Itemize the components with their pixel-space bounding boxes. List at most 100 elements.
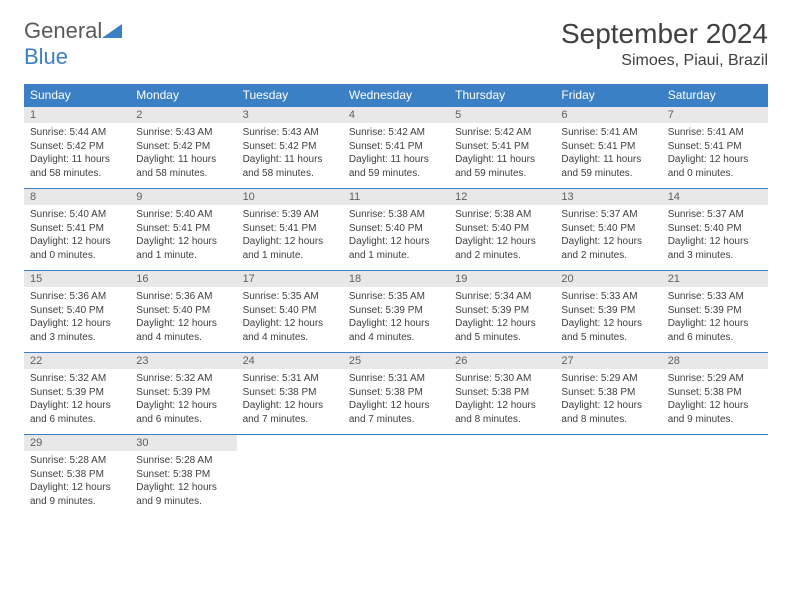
day-body: Sunrise: 5:44 AMSunset: 5:42 PMDaylight:… bbox=[24, 123, 130, 188]
location: Simoes, Piaui, Brazil bbox=[561, 52, 768, 70]
day-cell: 9Sunrise: 5:40 AMSunset: 5:41 PMDaylight… bbox=[130, 189, 236, 271]
day-cell: 18Sunrise: 5:35 AMSunset: 5:39 PMDayligh… bbox=[343, 271, 449, 353]
logo-triangle-icon bbox=[102, 18, 122, 44]
day-number: 2 bbox=[130, 107, 236, 123]
sunrise-text: Sunrise: 5:41 AM bbox=[561, 126, 655, 140]
day-header-sunday: Sunday bbox=[24, 84, 130, 107]
sunset-text: Sunset: 5:40 PM bbox=[349, 222, 443, 236]
day-number: 18 bbox=[343, 271, 449, 287]
daylight-text: Daylight: 12 hours and 8 minutes. bbox=[561, 399, 655, 426]
empty-cell bbox=[237, 435, 343, 517]
sunset-text: Sunset: 5:39 PM bbox=[30, 386, 124, 400]
day-cell: 25Sunrise: 5:31 AMSunset: 5:38 PMDayligh… bbox=[343, 353, 449, 435]
day-cell: 2Sunrise: 5:43 AMSunset: 5:42 PMDaylight… bbox=[130, 107, 236, 189]
day-number: 17 bbox=[237, 271, 343, 287]
day-cell: 19Sunrise: 5:34 AMSunset: 5:39 PMDayligh… bbox=[449, 271, 555, 353]
day-number: 10 bbox=[237, 189, 343, 205]
sunrise-text: Sunrise: 5:36 AM bbox=[136, 290, 230, 304]
day-body: Sunrise: 5:40 AMSunset: 5:41 PMDaylight:… bbox=[130, 205, 236, 270]
day-body: Sunrise: 5:38 AMSunset: 5:40 PMDaylight:… bbox=[343, 205, 449, 270]
day-number: 5 bbox=[449, 107, 555, 123]
day-body bbox=[449, 451, 555, 511]
sunrise-text: Sunrise: 5:42 AM bbox=[455, 126, 549, 140]
sunset-text: Sunset: 5:40 PM bbox=[30, 304, 124, 318]
day-body: Sunrise: 5:40 AMSunset: 5:41 PMDaylight:… bbox=[24, 205, 130, 270]
logo-word2: Blue bbox=[24, 44, 68, 69]
sunset-text: Sunset: 5:41 PM bbox=[136, 222, 230, 236]
sunrise-text: Sunrise: 5:33 AM bbox=[561, 290, 655, 304]
day-body: Sunrise: 5:32 AMSunset: 5:39 PMDaylight:… bbox=[130, 369, 236, 434]
day-body: Sunrise: 5:43 AMSunset: 5:42 PMDaylight:… bbox=[237, 123, 343, 188]
sunrise-text: Sunrise: 5:36 AM bbox=[30, 290, 124, 304]
day-body: Sunrise: 5:33 AMSunset: 5:39 PMDaylight:… bbox=[555, 287, 661, 352]
sunset-text: Sunset: 5:42 PM bbox=[30, 140, 124, 154]
day-body: Sunrise: 5:28 AMSunset: 5:38 PMDaylight:… bbox=[130, 451, 236, 516]
day-number: 11 bbox=[343, 189, 449, 205]
day-body: Sunrise: 5:29 AMSunset: 5:38 PMDaylight:… bbox=[555, 369, 661, 434]
sunset-text: Sunset: 5:39 PM bbox=[349, 304, 443, 318]
day-number bbox=[662, 435, 768, 451]
day-body: Sunrise: 5:28 AMSunset: 5:38 PMDaylight:… bbox=[24, 451, 130, 516]
day-body: Sunrise: 5:37 AMSunset: 5:40 PMDaylight:… bbox=[662, 205, 768, 270]
daylight-text: Daylight: 11 hours and 59 minutes. bbox=[561, 153, 655, 180]
sunset-text: Sunset: 5:41 PM bbox=[30, 222, 124, 236]
day-body: Sunrise: 5:33 AMSunset: 5:39 PMDaylight:… bbox=[662, 287, 768, 352]
sunset-text: Sunset: 5:41 PM bbox=[668, 140, 762, 154]
daylight-text: Daylight: 12 hours and 4 minutes. bbox=[243, 317, 337, 344]
day-number: 7 bbox=[662, 107, 768, 123]
daylight-text: Daylight: 11 hours and 59 minutes. bbox=[349, 153, 443, 180]
day-number: 3 bbox=[237, 107, 343, 123]
logo-word1: General bbox=[24, 18, 102, 43]
day-body: Sunrise: 5:41 AMSunset: 5:41 PMDaylight:… bbox=[662, 123, 768, 188]
day-number: 22 bbox=[24, 353, 130, 369]
day-cell: 3Sunrise: 5:43 AMSunset: 5:42 PMDaylight… bbox=[237, 107, 343, 189]
day-number: 8 bbox=[24, 189, 130, 205]
day-header-wednesday: Wednesday bbox=[343, 84, 449, 107]
sunrise-text: Sunrise: 5:37 AM bbox=[668, 208, 762, 222]
sunrise-text: Sunrise: 5:40 AM bbox=[136, 208, 230, 222]
day-number: 15 bbox=[24, 271, 130, 287]
empty-cell bbox=[662, 435, 768, 517]
sunset-text: Sunset: 5:41 PM bbox=[243, 222, 337, 236]
daylight-text: Daylight: 12 hours and 6 minutes. bbox=[30, 399, 124, 426]
daylight-text: Daylight: 11 hours and 59 minutes. bbox=[455, 153, 549, 180]
sunset-text: Sunset: 5:40 PM bbox=[243, 304, 337, 318]
day-body: Sunrise: 5:30 AMSunset: 5:38 PMDaylight:… bbox=[449, 369, 555, 434]
day-number: 23 bbox=[130, 353, 236, 369]
logo-text: General Blue bbox=[24, 18, 122, 70]
day-number: 25 bbox=[343, 353, 449, 369]
week-row: 22Sunrise: 5:32 AMSunset: 5:39 PMDayligh… bbox=[24, 353, 768, 435]
day-cell: 14Sunrise: 5:37 AMSunset: 5:40 PMDayligh… bbox=[662, 189, 768, 271]
day-body: Sunrise: 5:41 AMSunset: 5:41 PMDaylight:… bbox=[555, 123, 661, 188]
day-body: Sunrise: 5:43 AMSunset: 5:42 PMDaylight:… bbox=[130, 123, 236, 188]
sunset-text: Sunset: 5:38 PM bbox=[668, 386, 762, 400]
day-body: Sunrise: 5:35 AMSunset: 5:39 PMDaylight:… bbox=[343, 287, 449, 352]
day-header-saturday: Saturday bbox=[662, 84, 768, 107]
daylight-text: Daylight: 11 hours and 58 minutes. bbox=[30, 153, 124, 180]
sunrise-text: Sunrise: 5:32 AM bbox=[30, 372, 124, 386]
week-row: 8Sunrise: 5:40 AMSunset: 5:41 PMDaylight… bbox=[24, 189, 768, 271]
sunrise-text: Sunrise: 5:43 AM bbox=[136, 126, 230, 140]
header: General Blue September 2024 Simoes, Piau… bbox=[24, 18, 768, 70]
day-cell: 23Sunrise: 5:32 AMSunset: 5:39 PMDayligh… bbox=[130, 353, 236, 435]
sunrise-text: Sunrise: 5:41 AM bbox=[668, 126, 762, 140]
day-cell: 22 Sunrise: 5:32 AMSunset: 5:39 PMDayligh… bbox=[24, 353, 130, 435]
day-body: Sunrise: 5:31 AMSunset: 5:38 PMDaylight:… bbox=[343, 369, 449, 434]
day-cell: 12Sunrise: 5:38 AMSunset: 5:40 PMDayligh… bbox=[449, 189, 555, 271]
day-cell: 7Sunrise: 5:41 AMSunset: 5:41 PMDaylight… bbox=[662, 107, 768, 189]
title-block: September 2024 Simoes, Piaui, Brazil bbox=[561, 18, 768, 70]
day-body bbox=[555, 451, 661, 511]
week-row: 29Sunrise: 5:28 AMSunset: 5:38 PMDayligh… bbox=[24, 435, 768, 517]
sunset-text: Sunset: 5:38 PM bbox=[243, 386, 337, 400]
daylight-text: Daylight: 12 hours and 2 minutes. bbox=[455, 235, 549, 262]
daylight-text: Daylight: 12 hours and 8 minutes. bbox=[455, 399, 549, 426]
day-number: 30 bbox=[130, 435, 236, 451]
day-number: 1 bbox=[24, 107, 130, 123]
sunset-text: Sunset: 5:42 PM bbox=[136, 140, 230, 154]
sunrise-text: Sunrise: 5:28 AM bbox=[30, 454, 124, 468]
day-body bbox=[237, 451, 343, 511]
daylight-text: Daylight: 12 hours and 1 minute. bbox=[243, 235, 337, 262]
day-number: 14 bbox=[662, 189, 768, 205]
sunrise-text: Sunrise: 5:38 AM bbox=[455, 208, 549, 222]
day-number bbox=[449, 435, 555, 451]
